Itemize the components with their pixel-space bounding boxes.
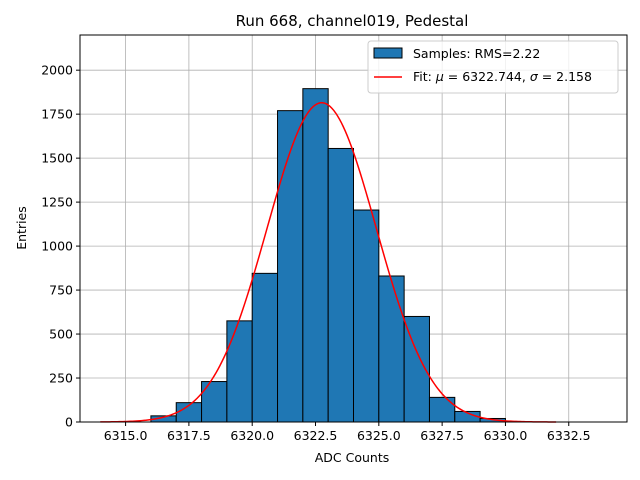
histogram-bar [226,320,253,423]
legend: Samples: RMS=2.22 Fit: μ = 6322.744, σ =… [367,40,619,94]
legend-histogram-label: Samples: RMS=2.22 [413,46,540,61]
axis-ticks: 6315.0 6317.5 6320.0 6322.5 6325.0 6327.5 6330… [41,63,590,443]
y-tick-label: 2000 [41,63,73,78]
fit-curve-group [100,102,557,423]
histogram-bar [327,147,355,423]
x-tick-label: 6332.5 [547,428,591,443]
y-tick-label: 250 [49,371,73,386]
histogram-bar [302,88,329,423]
fit-curve [100,102,557,423]
x-tick-label: 6330.0 [484,428,528,443]
y-tick-label: 1000 [41,239,73,254]
legend-box [367,40,619,94]
y-tick-label: 1750 [41,107,73,122]
plot-frame [79,34,628,423]
y-tick-label: 0 [65,415,73,430]
x-tick-label: 6327.5 [420,428,464,443]
chart-title: Run 668, channel019, Pedestal [236,12,469,30]
x-axis-title: ADC Counts [315,450,390,465]
histogram-bars [150,88,506,423]
histogram-bar [353,209,380,423]
histogram-bar [378,275,405,423]
y-tick-label: 750 [49,283,73,298]
histogram-bar [428,396,456,423]
x-tick-label: 6317.5 [167,428,211,443]
histogram-bar [251,272,279,423]
y-tick-label: 1500 [41,151,73,166]
x-tick-label: 6325.0 [357,428,401,443]
histogram-bar [277,110,304,423]
histogram-bar [201,381,228,423]
legend-histogram-swatch [373,47,403,59]
x-tick-label: 6320.0 [230,428,274,443]
x-tick-label: 6322.5 [294,428,338,443]
y-axis-title: Entries [14,206,29,250]
y-tick-label: 1250 [41,195,73,210]
x-tick-label: 6315.0 [104,428,148,443]
legend-fit-label: Fit: μ = 6322.744, σ = 2.158 [413,69,592,84]
y-tick-label: 500 [49,327,73,342]
